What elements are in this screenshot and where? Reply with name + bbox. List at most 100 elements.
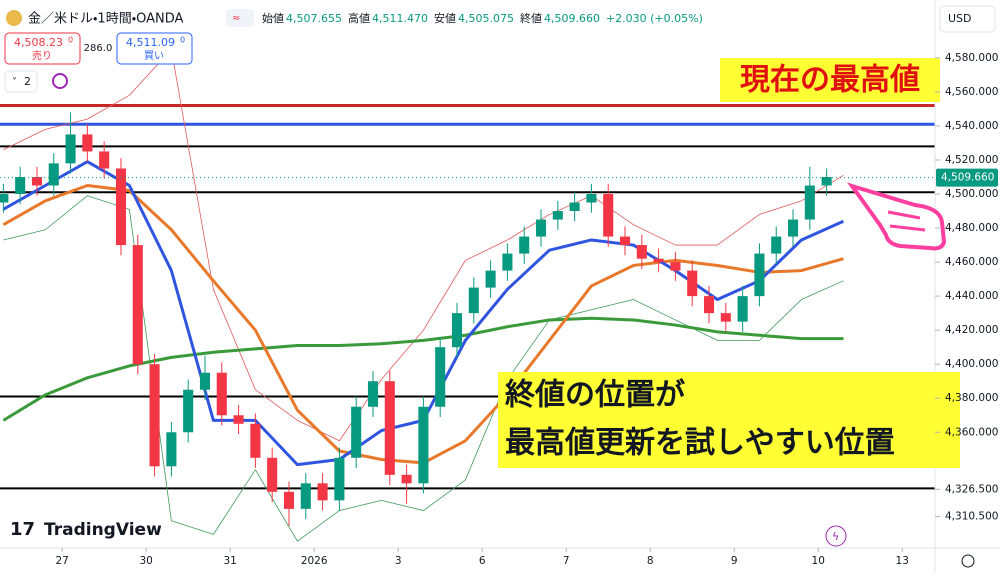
- last-price-label: 4,509.660: [941, 172, 994, 184]
- candle-body: [334, 457, 345, 501]
- annotation: 現在の最高値: [740, 63, 920, 98]
- x-tick-label: 7: [563, 555, 570, 567]
- candle-body: [821, 176, 832, 186]
- quote-value: 4,511.470: [372, 12, 428, 25]
- x-tick-label: 6: [479, 555, 486, 567]
- y-tick-label: 4,460.000: [945, 256, 998, 268]
- chart-title: 金／米ドル・1時間・OANDA: [28, 12, 184, 27]
- candle-body: [82, 134, 93, 152]
- candle-body: [317, 483, 328, 501]
- candle-body: [15, 176, 26, 195]
- buy-button[interactable]: [116, 32, 193, 65]
- y-tick-label: 4,400.000: [945, 358, 998, 370]
- pointing-hand: [887, 210, 926, 232]
- candle-body: [300, 483, 311, 509]
- currency-button[interactable]: [939, 5, 996, 33]
- y-tick-label: 4,310.500: [945, 511, 998, 523]
- sell-frac: 0: [68, 36, 73, 45]
- quote-label: 安値: [434, 12, 456, 25]
- x-tick-label: 10: [812, 555, 825, 567]
- sell-label: 売り: [32, 49, 52, 62]
- candle-body: [586, 194, 597, 203]
- buy-price: 4,511.09: [126, 36, 175, 49]
- quote-label: 始値: [262, 11, 284, 25]
- candle-body: [653, 258, 664, 263]
- indicator-line: [2, 316, 844, 422]
- x-tick-label: 3: [395, 555, 402, 567]
- sync-icon[interactable]: [52, 73, 68, 89]
- toggle-icon: ≈: [232, 13, 240, 24]
- candle-body: [233, 415, 244, 424]
- candle-body: [502, 253, 513, 271]
- settings-icon[interactable]: [961, 554, 975, 568]
- annotation-bg: [720, 58, 940, 102]
- candle-body: [670, 262, 681, 271]
- sell-price: 4,508.23: [14, 36, 63, 49]
- candle-body: [216, 372, 227, 416]
- last-price-box: [936, 168, 998, 187]
- pointing-hand: [846, 182, 947, 251]
- spread: 286.0: [84, 43, 113, 54]
- y-tick-label: 4,380.000: [945, 392, 998, 404]
- indicator-line: [3, 48, 844, 442]
- candle-body: [166, 432, 177, 467]
- chevron: ˅: [12, 76, 17, 88]
- indicator-line: [3, 195, 844, 542]
- candle-body: [0, 194, 9, 203]
- candle-body: [603, 194, 614, 237]
- candle-body: [552, 211, 563, 220]
- y-tick-label: 4,520.000: [945, 154, 998, 166]
- annotation: 最高値更新を試しやすい位置: [505, 426, 895, 461]
- indicator-count: 2: [24, 75, 31, 88]
- candle-body: [367, 381, 379, 407]
- toggle[interactable]: [226, 9, 254, 27]
- quote-label: 終値: [520, 12, 542, 25]
- candle-body: [569, 202, 580, 212]
- candle-body: [737, 296, 748, 322]
- candle-body: [720, 313, 731, 322]
- candle-body: [199, 372, 211, 390]
- candle-body: [65, 134, 76, 164]
- plot-area: [0, 48, 935, 542]
- candle-body: [771, 236, 782, 254]
- candle-body: [804, 185, 815, 220]
- candle-body: [703, 296, 715, 314]
- candle-body: [485, 270, 496, 288]
- candle-body: [250, 423, 261, 458]
- annotation-bg: [498, 372, 960, 468]
- y-tick-label: 4,360.000: [945, 426, 998, 438]
- y-tick-label: 4,480.000: [945, 222, 998, 234]
- y-tick-label: 4,580.000: [945, 52, 998, 64]
- symbol-icon: [6, 10, 22, 26]
- quote-value: 4,507.655: [286, 12, 342, 25]
- candle-body: [451, 313, 463, 348]
- candle-body: [468, 287, 479, 314]
- y-tick-label: 4,560.000: [945, 86, 998, 98]
- x-tick-label: 30: [139, 555, 152, 567]
- indicator-toggle[interactable]: [4, 70, 38, 93]
- candle-body: [183, 389, 194, 433]
- candle-body: [435, 347, 446, 407]
- candle-body: [401, 474, 412, 484]
- alert-icon[interactable]: [825, 525, 847, 547]
- y-tick-label: 4,500.000: [945, 188, 998, 200]
- logo-mark: 17: [10, 519, 35, 540]
- y-tick-label: 4,326.500: [945, 483, 998, 495]
- y-tick-label: 4,540.000: [945, 120, 998, 132]
- quote-value: 4,509.660: [544, 12, 600, 25]
- currency: USD: [948, 12, 972, 25]
- quote-label: 高値: [348, 11, 370, 25]
- x-tick-label: 27: [55, 555, 68, 567]
- y-tick-label: 4,420.000: [945, 324, 998, 336]
- candle-body: [687, 270, 698, 297]
- x-tick-label: 8: [647, 555, 654, 567]
- candle-body: [31, 176, 43, 186]
- x-tick-label: 31: [223, 555, 236, 567]
- candle-body: [132, 245, 143, 365]
- x-tick-label: 13: [896, 555, 909, 567]
- candle-body: [754, 253, 765, 297]
- candle-body: [418, 406, 429, 484]
- sell-button[interactable]: [4, 32, 81, 65]
- candle-body: [351, 406, 362, 458]
